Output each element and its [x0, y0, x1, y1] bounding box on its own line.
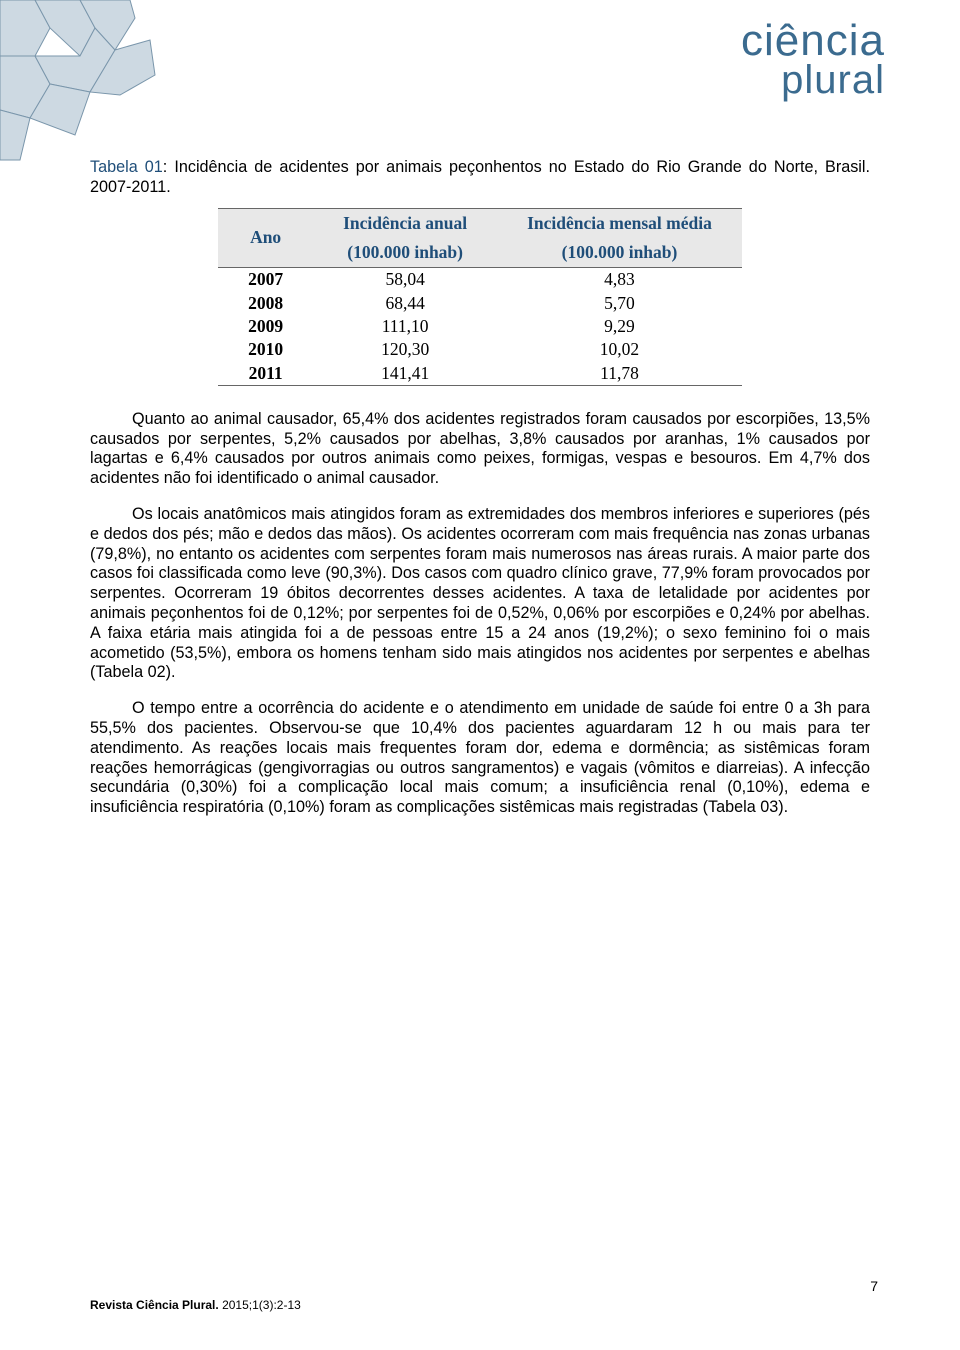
th-year: Ano [218, 208, 313, 268]
footer-title: Revista Ciência Plural. [90, 1298, 219, 1312]
th-annual-top: Incidência anual [313, 208, 497, 238]
table-row: 200868,445,70 [218, 292, 742, 315]
journal-logo: ciência plural [741, 20, 885, 98]
cell-monthly: 9,29 [497, 315, 742, 338]
cell-monthly: 4,83 [497, 268, 742, 292]
page-content: Tabela 01: Incidência de acidentes por a… [90, 158, 870, 834]
page-number: 7 [870, 1278, 878, 1294]
cell-monthly: 5,70 [497, 292, 742, 315]
cell-annual: 68,44 [313, 292, 497, 315]
table-row: 2009111,109,29 [218, 315, 742, 338]
paragraph-3: O tempo entre a ocorrência do acidente e… [90, 699, 870, 818]
paragraph-2: Os locais anatômicos mais atingidos fora… [90, 505, 870, 683]
th-monthly-sub: (100.000 inhab) [497, 238, 742, 268]
logo-line-1: ciência [741, 20, 885, 62]
footer-rest: 2015;1(3):2-13 [219, 1298, 301, 1312]
table-row: 2010120,3010,02 [218, 338, 742, 361]
cell-annual: 120,30 [313, 338, 497, 361]
cell-monthly: 11,78 [497, 362, 742, 386]
cell-year: 2007 [218, 268, 313, 292]
th-monthly-top: Incidência mensal média [497, 208, 742, 238]
cell-annual: 141,41 [313, 362, 497, 386]
th-annual-sub: (100.000 inhab) [313, 238, 497, 268]
cell-year: 2011 [218, 362, 313, 386]
caption-sep: : [163, 158, 175, 176]
incidence-table: Ano Incidência anual Incidência mensal m… [218, 208, 742, 386]
caption-label: Tabela 01 [90, 158, 163, 176]
cell-monthly: 10,02 [497, 338, 742, 361]
logo-line-2: plural [741, 62, 885, 98]
cell-year: 2008 [218, 292, 313, 315]
cell-year: 2010 [218, 338, 313, 361]
caption-text: Incidência de acidentes por animais peço… [90, 158, 870, 196]
footer-citation: Revista Ciência Plural. 2015;1(3):2-13 [90, 1298, 870, 1312]
cell-annual: 111,10 [313, 315, 497, 338]
cell-year: 2009 [218, 315, 313, 338]
cell-annual: 58,04 [313, 268, 497, 292]
table-caption: Tabela 01: Incidência de acidentes por a… [90, 158, 870, 198]
paragraph-1: Quanto ao animal causador, 65,4% dos aci… [90, 410, 870, 489]
table-row: 2011141,4111,78 [218, 362, 742, 386]
table-row: 200758,044,83 [218, 268, 742, 292]
table-body: 200758,044,83 200868,445,70 2009111,109,… [218, 268, 742, 386]
